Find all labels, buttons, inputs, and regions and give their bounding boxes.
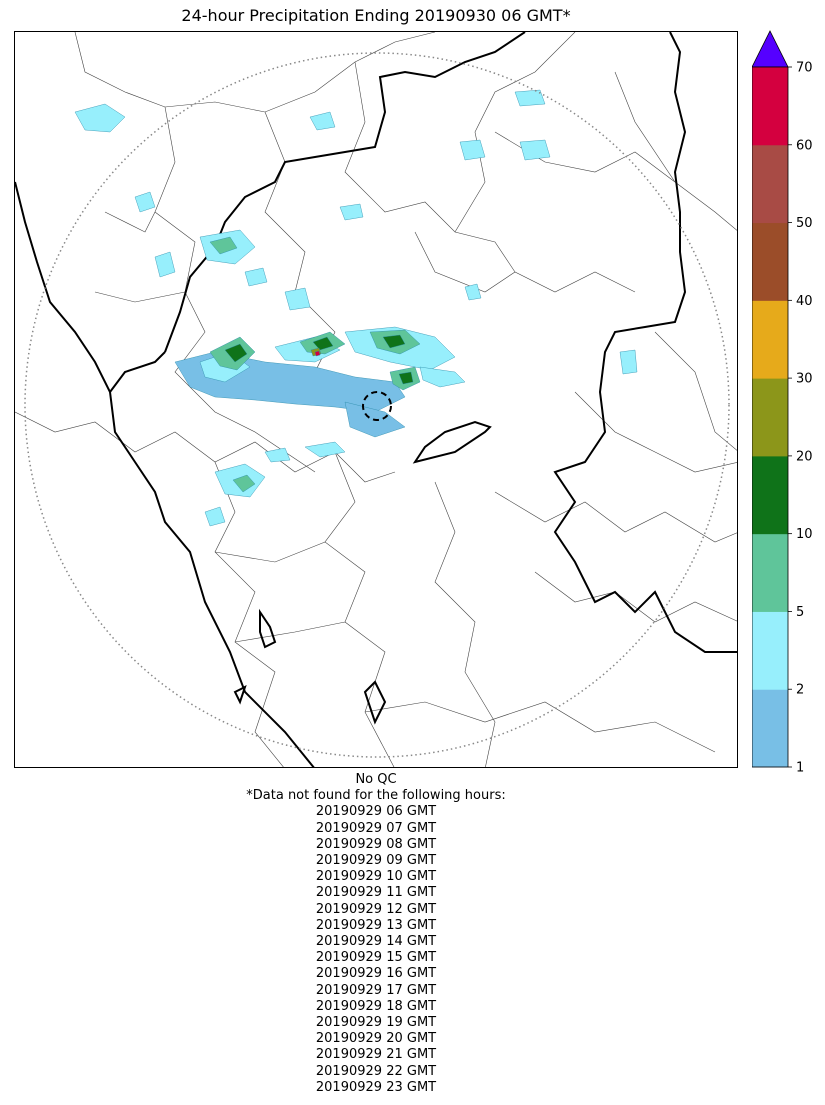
- missing-note: *Data not found for the following hours:: [246, 788, 506, 804]
- missing-hour: 20190929 22 GMT: [315, 1063, 437, 1079]
- missing-hour: 20190929 21 GMT: [315, 1047, 437, 1063]
- missing-hour: 20190929 20 GMT: [315, 1031, 437, 1047]
- missing-hour: 20190929 16 GMT: [315, 966, 437, 982]
- precipitation-field: [74, 89, 638, 527]
- missing-hour: 20190929 15 GMT: [315, 950, 437, 966]
- colorbar-legend: 1 2 5 10 20 30 40 50 60 70: [751, 30, 822, 776]
- colorbar-segment: [752, 455, 788, 535]
- colorbar-tick-label: 60: [796, 138, 813, 153]
- missing-hour: 20190929 11 GMT: [315, 885, 437, 901]
- colorbar-tick-label: 1: [796, 761, 804, 776]
- precipitation-map: [14, 31, 738, 768]
- missing-hour: 20190929 10 GMT: [315, 869, 437, 885]
- missing-hour: 20190929 17 GMT: [315, 982, 437, 998]
- state-boundaries: [15, 32, 737, 767]
- colorbar-segment: [752, 67, 788, 146]
- colorbar-tick-label: 5: [796, 605, 804, 620]
- colorbar-segment: [752, 300, 788, 379]
- missing-hour: 20190929 18 GMT: [315, 998, 437, 1014]
- colorbar-border: [751, 66, 789, 768]
- radar-site-marker: [362, 391, 392, 421]
- colorbar-extend-arrow: [751, 30, 789, 68]
- colorbar-segment: [752, 611, 788, 690]
- missing-hour: 20190929 06 GMT: [315, 804, 437, 820]
- radar-range-ring: [24, 52, 730, 758]
- colorbar-segment: [752, 144, 788, 224]
- colorbar-tick-label: 40: [796, 294, 813, 309]
- missing-hour: 20190929 19 GMT: [315, 1015, 437, 1031]
- colorbar-segment: [752, 222, 788, 301]
- district-boundaries: [15, 32, 737, 767]
- colorbar-tick-label: 70: [796, 61, 813, 76]
- colorbar-segment: [752, 378, 788, 457]
- missing-hour: 20190929 12 GMT: [315, 901, 437, 917]
- missing-hour: 20190929 07 GMT: [315, 820, 437, 836]
- missing-hour: 20190929 09 GMT: [315, 853, 437, 869]
- data-notes: No QC *Data not found for the following …: [14, 772, 738, 1096]
- colorbar-tick-label: 30: [796, 372, 813, 387]
- missing-hour: 20190929 23 GMT: [315, 1079, 437, 1095]
- colorbar-tick-label: 2: [796, 683, 804, 698]
- colorbar-segment: [752, 689, 788, 768]
- missing-hour: 20190929 13 GMT: [315, 917, 437, 933]
- missing-hour: 20190929 14 GMT: [315, 934, 437, 950]
- colorbar-tick-label: 20: [796, 449, 813, 464]
- map-title: 24-hour Precipitation Ending 20190930 06…: [181, 6, 571, 25]
- missing-hour: 20190929 08 GMT: [315, 836, 437, 852]
- colorbar-tick-label: 50: [796, 216, 813, 231]
- colorbar-tick-label: 10: [796, 527, 813, 542]
- colorbar-segment: [752, 533, 788, 612]
- qc-label: No QC: [355, 772, 397, 787]
